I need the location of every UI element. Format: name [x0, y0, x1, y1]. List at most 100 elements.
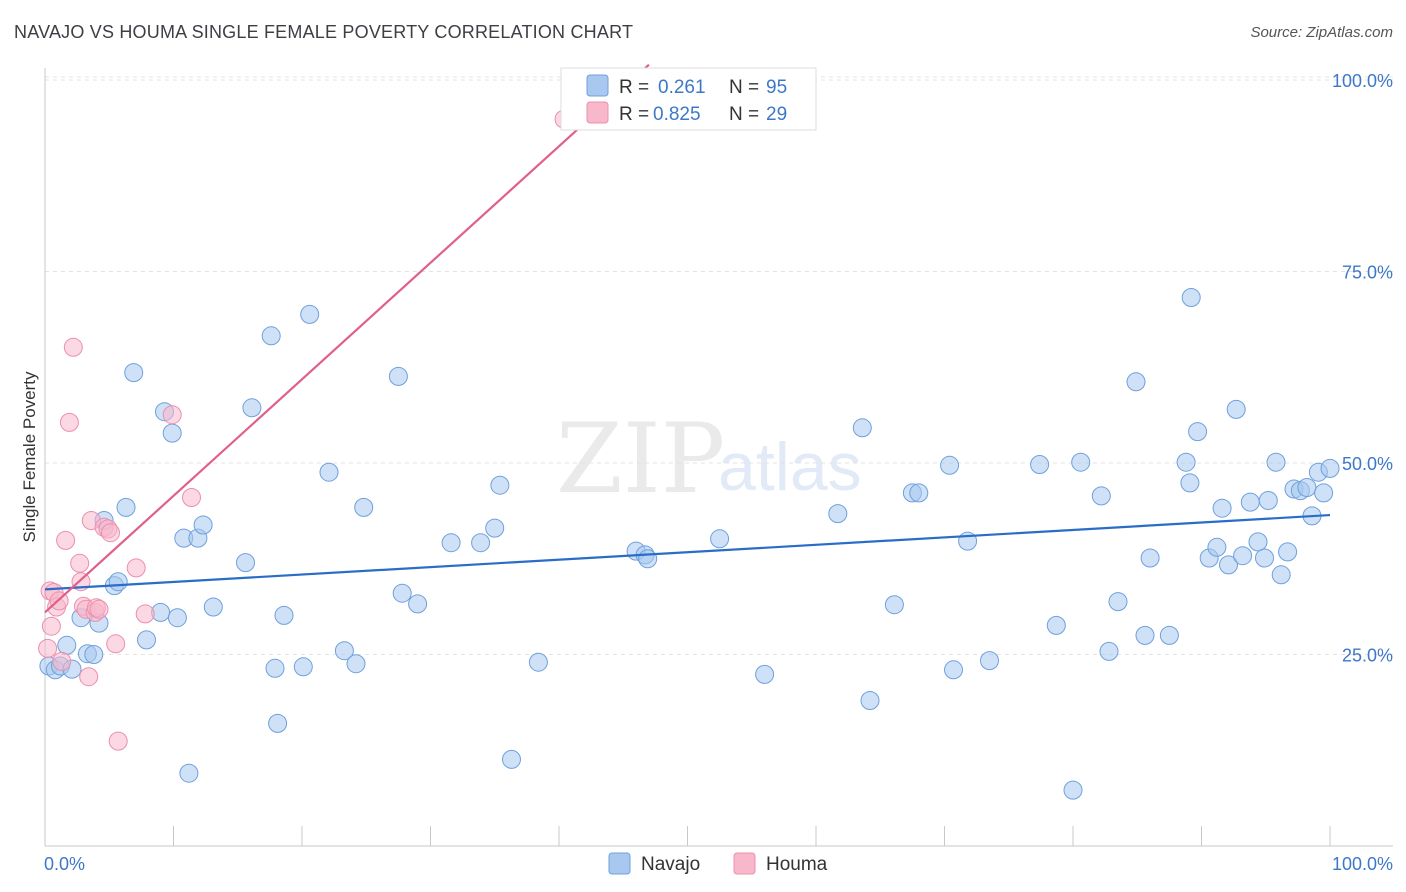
watermark-zip: ZIP: [556, 403, 725, 515]
navajo-point-74: [1188, 422, 1208, 442]
navajo-point-47: [638, 549, 658, 569]
navajo-point-41: [485, 518, 505, 538]
legend-r-value-houma: 0.825: [653, 104, 701, 125]
y-axis-label: Single Female Poverty: [20, 371, 39, 543]
navajo-point-29: [261, 326, 281, 346]
x-ticks: [44, 826, 1331, 846]
navajo-point-30: [293, 657, 313, 677]
navajo-point-56: [940, 455, 960, 475]
houma-point-24: [126, 558, 146, 578]
navajo-point-85: [1266, 452, 1286, 472]
bottom-legend-label-navajo: Navajo: [641, 854, 700, 875]
y-tick-labels: 25.0% 50.0% 75.0% 100.0%: [1332, 71, 1393, 666]
navajo-point-65: [1099, 641, 1119, 661]
y-tick-label-2: 75.0%: [1342, 263, 1393, 283]
navajo-point-18: [167, 608, 187, 628]
navajo-point-80: [1233, 546, 1253, 566]
legend-r-label-navajo: R =: [619, 77, 649, 98]
navajo-point-38: [408, 594, 428, 614]
navajo-point-77: [1212, 498, 1232, 518]
navajo-point-25: [242, 398, 262, 418]
navajo-point-70: [1159, 625, 1179, 645]
navajo-point-49: [755, 664, 775, 684]
legend-r-value-navajo: 0.261: [658, 77, 706, 98]
legend-n-label-navajo: N =: [729, 77, 759, 98]
navajo-point-82: [1248, 532, 1268, 552]
navajo-point-62: [1063, 780, 1083, 800]
navajo-point-84: [1258, 491, 1278, 510]
navajo-point-63: [1071, 452, 1091, 472]
navajo-point-13: [124, 363, 144, 383]
houma-point-0: [38, 638, 58, 658]
y-tick-label-0: 25.0%: [1342, 646, 1393, 666]
y-tick-label-1: 50.0%: [1342, 454, 1393, 474]
navajo-point-81: [1240, 492, 1260, 512]
navajo-point-28: [274, 605, 294, 625]
houma-point-8: [59, 412, 79, 432]
navajo-point-68: [1135, 625, 1155, 645]
source-credit: Source: ZipAtlas.com: [1250, 24, 1393, 41]
navajo-point-86: [1271, 565, 1291, 585]
navajo-point-39: [441, 533, 461, 553]
navajo-point-34: [346, 654, 366, 674]
navajo-point-48: [710, 529, 730, 549]
legend-r-label-houma: R =: [619, 104, 649, 125]
bottom-legend-swatch-navajo: [608, 852, 631, 875]
navajo-point-50: [828, 504, 848, 524]
navajo-point-79: [1226, 399, 1246, 419]
legend-swatch-navajo: [586, 74, 609, 97]
houma-point-21: [101, 523, 120, 543]
navajo-point-87: [1278, 542, 1298, 562]
navajo-point-24: [236, 553, 255, 573]
navajo-point-20: [179, 763, 199, 783]
legend-n-value-houma: 29: [766, 104, 787, 125]
navajo-point-76: [1207, 537, 1227, 557]
houma-point-7: [56, 530, 76, 550]
navajo-point-35: [354, 497, 374, 517]
legend-n-value-navajo: 95: [766, 77, 787, 98]
navajo-point-27: [268, 713, 288, 733]
houma-point-9: [63, 337, 83, 357]
axes: [44, 68, 1393, 847]
x-tick-label-min: 0.0%: [44, 854, 85, 874]
navajo-points: [39, 288, 1340, 800]
navajo-point-53: [884, 595, 904, 615]
navajo-point-17: [162, 423, 182, 443]
chart-title: NAVAJO VS HOUMA SINGLE FEMALE POVERTY CO…: [14, 22, 634, 42]
watermark-atlas: atlas: [718, 429, 862, 505]
navajo-point-3: [57, 635, 77, 655]
houma-point-23: [108, 731, 128, 751]
bottom-legend-label-houma: Houma: [766, 854, 828, 875]
houma-point-14: [79, 667, 99, 687]
houma-point-18: [89, 599, 109, 619]
series-legend: Navajo Houma: [608, 852, 828, 875]
navajo-point-51: [852, 418, 872, 438]
navajo-point-78: [1219, 555, 1238, 575]
navajo-point-55: [909, 483, 929, 503]
navajo-point-61: [1046, 615, 1066, 635]
navajo-point-64: [1091, 486, 1111, 506]
navajo-point-11: [108, 572, 128, 592]
navajo-point-69: [1140, 548, 1160, 568]
x-tick-label-max: 100.0%: [1332, 854, 1393, 874]
navajo-point-44: [528, 652, 548, 672]
navajo-point-23: [203, 597, 223, 617]
legend-swatch-houma: [586, 101, 609, 124]
legend-n-label-houma: N =: [729, 104, 759, 125]
navajo-point-33: [334, 641, 354, 661]
houma-point-26: [162, 405, 182, 425]
navajo-point-42: [490, 475, 510, 495]
bottom-legend-swatch-houma: [733, 852, 756, 875]
navajo-point-66: [1108, 592, 1128, 612]
navajo-point-57: [944, 660, 963, 680]
navajo-point-73: [1181, 288, 1201, 307]
navajo-point-40: [471, 533, 491, 553]
navajo-point-83: [1255, 548, 1274, 568]
navajo-point-26: [265, 658, 285, 678]
houma-point-27: [182, 488, 201, 507]
navajo-point-67: [1126, 372, 1146, 392]
navajo-point-52: [860, 691, 880, 710]
navajo-point-90: [1297, 478, 1317, 497]
navajo-point-14: [137, 630, 156, 650]
